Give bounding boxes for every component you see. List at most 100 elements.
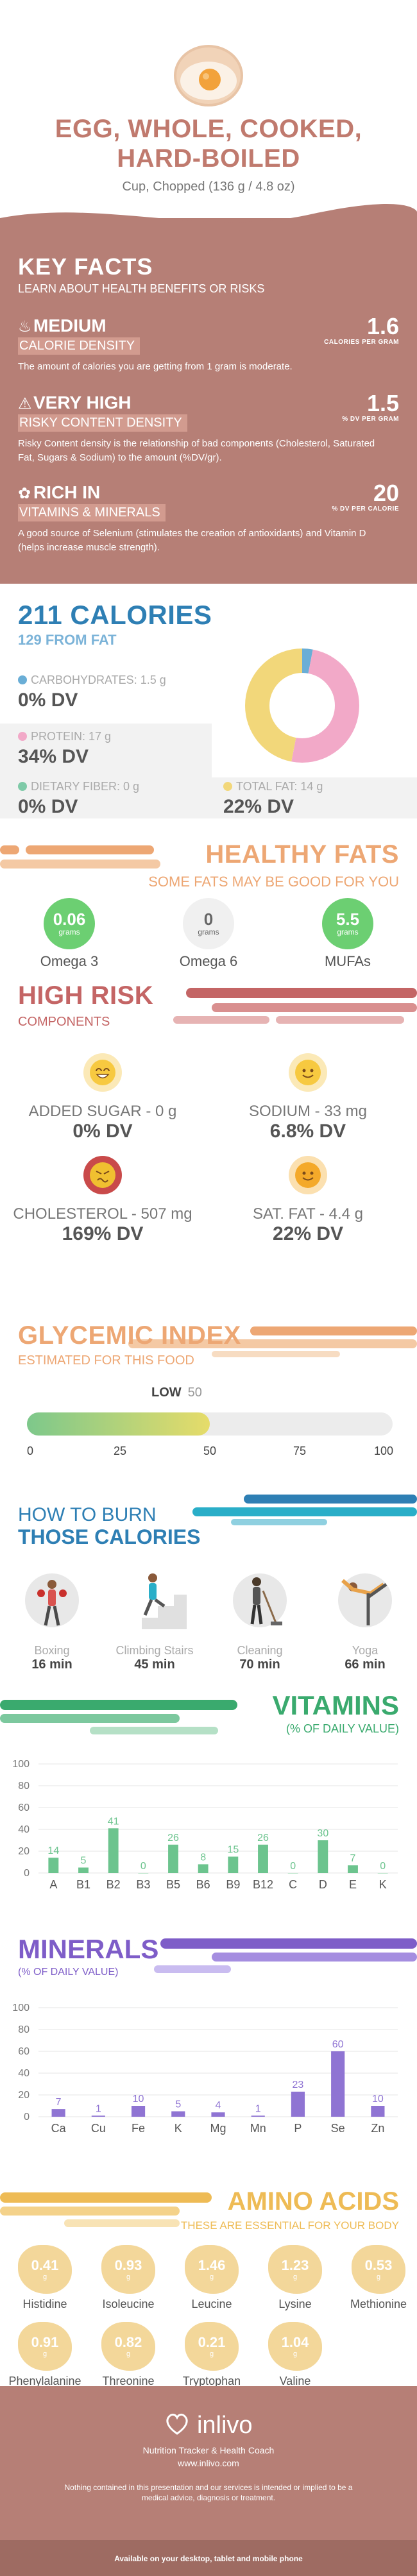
sick-face-icon bbox=[83, 1156, 122, 1194]
vitamin-y-tick: 100 bbox=[12, 1759, 30, 1770]
mineral-category-label: Mn bbox=[250, 2122, 266, 2135]
activity-yoga: Yoga 66 min bbox=[317, 1565, 413, 1672]
mineral-bar bbox=[171, 2111, 185, 2117]
risk-sodium: SODIUM - 33 mg 6.8% DV bbox=[212, 1052, 404, 1142]
mineral-bar bbox=[91, 2115, 105, 2117]
mineral-y-tick: 40 bbox=[18, 2068, 30, 2079]
amino-acid-badge: 0.41 g bbox=[18, 2245, 72, 2294]
amino-acid-histidine: 0.41 g Histidine bbox=[6, 2245, 83, 2311]
brand-logo: inlivo bbox=[0, 2412, 417, 2439]
mineral-bar bbox=[371, 2106, 385, 2117]
amino-acid-name: Phenylalanine bbox=[8, 2375, 81, 2387]
fact-unit: % DV PER CALORIE bbox=[332, 505, 399, 513]
vitamin-category-label: A bbox=[49, 1878, 57, 1891]
fat-unit: grams bbox=[337, 928, 359, 936]
amino-acid-threonine: 0.82 g Threonine bbox=[90, 2322, 167, 2388]
activity-cleaning: Cleaning 70 min bbox=[212, 1565, 308, 1672]
mineral-value-label: 1 bbox=[255, 2103, 261, 2114]
disclaimer: Nothing contained in this presentation a… bbox=[64, 2483, 353, 2502]
decor-stripes bbox=[0, 845, 160, 869]
amino-acid-unit: g bbox=[293, 2273, 298, 2281]
amino-acid-unit: g bbox=[209, 2350, 214, 2358]
risk-added-sugar: ADDED SUGAR - 0 g 0% DV bbox=[6, 1052, 199, 1142]
vitamin-bar bbox=[348, 1865, 358, 1873]
amino-acid-unit: g bbox=[376, 2273, 381, 2281]
fact-level: MEDIUM bbox=[33, 316, 106, 335]
amino-acid-name: Lysine bbox=[278, 2298, 312, 2310]
macro-label: CARBOHYDRATES: 1.5 g bbox=[31, 674, 166, 686]
amino-acid-value: 0.93 bbox=[114, 2257, 142, 2273]
stairs-icon bbox=[126, 1573, 187, 1629]
fat-omega6: 0 grams Omega 6 bbox=[157, 898, 260, 970]
mineral-category-label: Cu bbox=[91, 2122, 106, 2135]
smile-face-icon bbox=[289, 1156, 327, 1194]
amino-acid-value: 1.46 bbox=[198, 2257, 226, 2273]
vitamins-subtitle: (% OF DAILY VALUE) bbox=[285, 1722, 399, 1735]
availability-text: Available on your desktop, tablet and mo… bbox=[114, 2554, 303, 2563]
vitamin-category-label: B9 bbox=[226, 1878, 240, 1891]
decor-stripes bbox=[0, 2192, 212, 2227]
amino-acid-value: 1.04 bbox=[281, 2334, 309, 2350]
mineral-y-tick: 100 bbox=[12, 2003, 30, 2013]
vitamin-category-label: B3 bbox=[136, 1878, 150, 1891]
brand-url[interactable]: www.inlivo.com bbox=[178, 2458, 239, 2468]
amino-acid-name: Methionine bbox=[350, 2298, 407, 2310]
vitamins-title: VITAMINS bbox=[272, 1690, 399, 1720]
vitamin-y-tick: 60 bbox=[18, 1802, 30, 1813]
glycemic-title: GLYCEMIC INDEX bbox=[18, 1321, 241, 1350]
amino-acid-unit: g bbox=[209, 2273, 214, 2281]
amino-acid-leucine: 1.46 g Leucine bbox=[173, 2245, 250, 2311]
risk-cholesterol: CHOLESTEROL - 507 mg 169% DV bbox=[6, 1155, 199, 1245]
glycemic-bar bbox=[27, 1412, 393, 1436]
legend-dot bbox=[18, 732, 27, 741]
mineral-category-label: K bbox=[174, 2122, 182, 2135]
risk-label: CHOLESTEROL - 507 mg bbox=[13, 1205, 192, 1223]
risk-label: SODIUM - 33 mg bbox=[248, 1103, 368, 1120]
activity-time: 16 min bbox=[31, 1657, 72, 1672]
amino-acid-value: 0.41 bbox=[31, 2257, 59, 2273]
food-title-line2: HARD-BOILED bbox=[117, 144, 300, 173]
amino-acid-badge: 1.23 g bbox=[268, 2245, 322, 2294]
risk-dv: 169% DV bbox=[62, 1223, 144, 1244]
activity-climbing-stairs: Climbing Stairs 45 min bbox=[106, 1565, 203, 1672]
minerals-subtitle: (% OF DAILY VALUE) bbox=[18, 1967, 119, 1978]
glycemic-tick: 25 bbox=[113, 1445, 127, 1457]
macro-highlight bbox=[0, 777, 417, 818]
glycemic-level: LOW 50 bbox=[151, 1385, 202, 1400]
risk-label: ADDED SUGAR - 0 g bbox=[28, 1103, 177, 1120]
amino-acid-badge: 1.04 g bbox=[268, 2322, 322, 2371]
glycemic-tick: 100 bbox=[373, 1445, 394, 1457]
amino-acid-lysine: 1.23 g Lysine bbox=[257, 2245, 334, 2311]
fact-risky-density: ⚠VERY HIGH RISKY CONTENT DENSITY Risky C… bbox=[18, 391, 403, 465]
mineral-y-tick: 60 bbox=[18, 2046, 30, 2057]
vitamin-category-label: B1 bbox=[76, 1878, 90, 1891]
mineral-category-label: Se bbox=[331, 2122, 345, 2135]
amino-acid-badge: 0.53 g bbox=[352, 2245, 405, 2294]
food-title-line1: EGG, WHOLE, COOKED, bbox=[55, 115, 362, 143]
fact-vitamins-minerals: ✿ RICH IN VITAMINS & MINERALS A good sour… bbox=[18, 481, 403, 555]
macro-highlight bbox=[0, 724, 212, 785]
legend-dot bbox=[223, 782, 232, 791]
mineral-bar bbox=[251, 2115, 265, 2117]
risk-dv: 6.8% DV bbox=[269, 1121, 346, 1142]
risk-label: SAT. FAT - 4.4 g bbox=[252, 1205, 364, 1223]
high-risk-title: HIGH RISK bbox=[18, 981, 154, 1010]
vitamin-y-tick: 40 bbox=[18, 1824, 30, 1835]
mineral-value-label: 4 bbox=[216, 2100, 221, 2111]
calories-subtitle: 129 FROM FAT bbox=[18, 632, 117, 648]
footer: inlivo Nutrition Tracker & Health Coach … bbox=[0, 2386, 417, 2576]
amino-acid-name: Histidine bbox=[22, 2298, 67, 2310]
amino-acid-unit: g bbox=[126, 2350, 131, 2358]
vitamin-bar bbox=[78, 1867, 89, 1873]
vitamin-bar bbox=[138, 1873, 149, 1874]
vitamin-bar bbox=[318, 1840, 328, 1873]
fact-label: VITAMINS & MINERALS bbox=[18, 504, 166, 521]
key-facts-subtitle: LEARN ABOUT HEALTH BENEFITS OR RISKS bbox=[18, 282, 265, 295]
flame-icon: ♨ bbox=[18, 318, 32, 335]
fat-name: MUFAs bbox=[324, 953, 371, 969]
mineral-category-label: Zn bbox=[371, 2122, 384, 2135]
mineral-bar bbox=[51, 2109, 65, 2117]
vitamin-bar bbox=[48, 1858, 59, 1873]
vitamin-bar bbox=[258, 1844, 268, 1873]
